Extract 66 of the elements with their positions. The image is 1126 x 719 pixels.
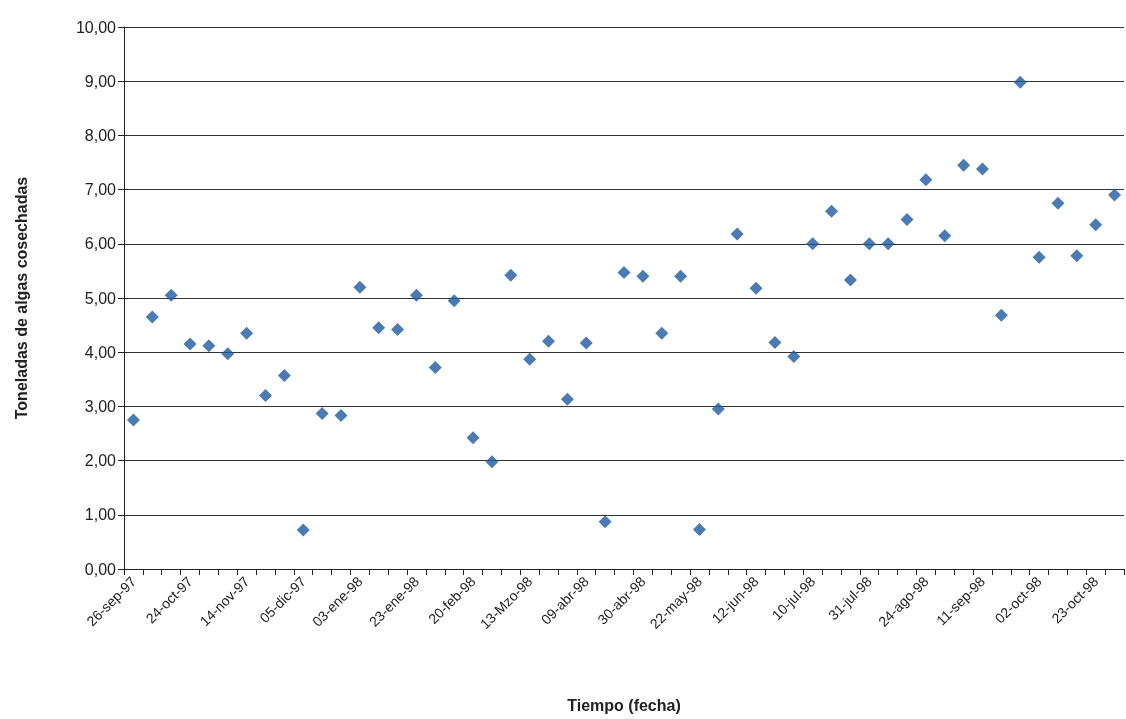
- point: [1089, 218, 1103, 232]
- point: [428, 360, 442, 374]
- point: [372, 321, 386, 335]
- point: [994, 308, 1008, 322]
- point: [938, 229, 952, 243]
- point: [353, 280, 367, 294]
- point: [787, 350, 801, 364]
- point: [145, 310, 159, 324]
- y-tick-label: 4,00: [84, 343, 117, 361]
- y-tick-label: 5,00: [84, 289, 117, 307]
- point: [259, 389, 273, 403]
- point: [1013, 75, 1027, 89]
- point: [409, 288, 423, 302]
- point: [730, 227, 744, 241]
- point: [881, 237, 895, 251]
- point: [862, 237, 876, 251]
- point: [202, 339, 216, 353]
- y-tick-label: 8,00: [84, 126, 117, 144]
- y-tick-label: 0,00: [84, 560, 117, 578]
- point: [579, 336, 593, 350]
- point: [447, 294, 461, 308]
- point: [975, 162, 989, 176]
- point: [183, 337, 197, 351]
- y-tick-label: 1,00: [84, 506, 117, 524]
- y-tick-label: 6,00: [84, 235, 117, 253]
- y-tick-label: 3,00: [84, 397, 117, 415]
- point: [1051, 196, 1065, 210]
- point: [466, 431, 480, 445]
- point: [164, 288, 178, 302]
- point: [523, 352, 537, 366]
- point: [843, 273, 857, 287]
- y-tick-label: 9,00: [84, 72, 117, 90]
- y-tick-label: 7,00: [84, 181, 117, 199]
- point: [919, 173, 933, 187]
- point: [636, 269, 650, 283]
- point: [598, 515, 612, 529]
- point: [692, 522, 706, 536]
- point: [1108, 188, 1122, 202]
- point: [674, 269, 688, 283]
- point: [1032, 250, 1046, 264]
- point: [221, 347, 235, 361]
- y-tick-label: 2,00: [84, 452, 117, 470]
- point: [391, 322, 405, 336]
- point: [900, 212, 914, 226]
- point: [655, 326, 669, 340]
- point: [806, 237, 820, 251]
- point: [485, 455, 499, 469]
- point: [542, 334, 556, 348]
- point: [126, 413, 140, 427]
- point: [315, 406, 329, 420]
- point: [240, 326, 254, 340]
- point: [617, 266, 631, 280]
- point: [277, 369, 291, 383]
- point: [825, 204, 839, 218]
- y-axis-title: Toneladas de algas cosechadas: [12, 176, 30, 420]
- point: [957, 158, 971, 172]
- point: [334, 409, 348, 423]
- point: [768, 335, 782, 349]
- y-tick-label: 10,00: [75, 18, 117, 36]
- point: [560, 392, 574, 406]
- point: [1070, 249, 1084, 263]
- point: [504, 268, 518, 282]
- point: [749, 281, 763, 295]
- x-axis-title: Tiempo (fecha): [567, 696, 681, 714]
- point: [711, 402, 725, 416]
- point: [296, 523, 310, 537]
